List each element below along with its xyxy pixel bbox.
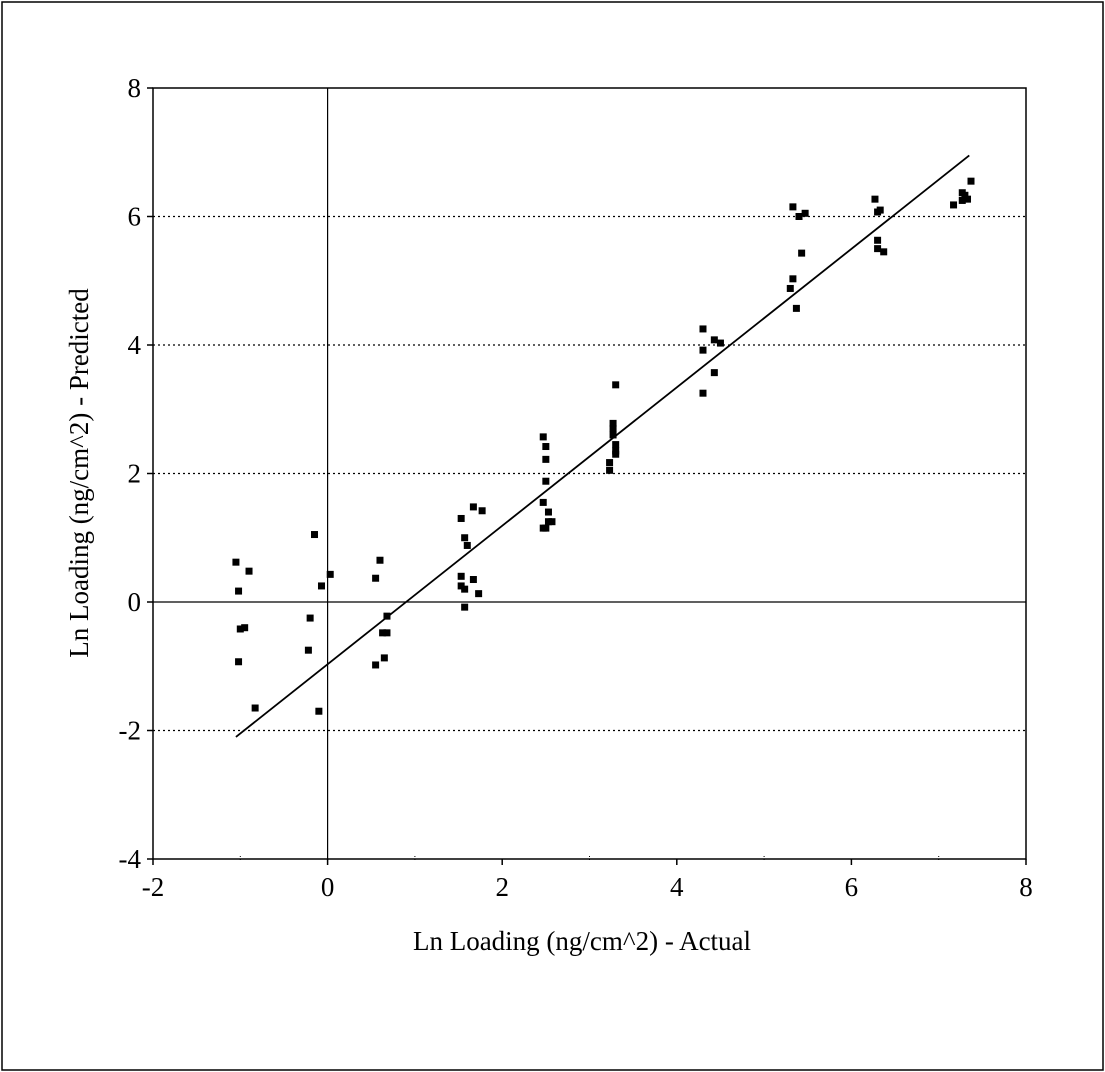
fit-line-group	[235, 154, 970, 738]
data-point	[606, 466, 614, 474]
data-point	[871, 195, 879, 203]
data-point	[241, 624, 249, 632]
data-point	[469, 503, 477, 511]
data-point	[236, 625, 244, 633]
data-point	[372, 574, 380, 582]
y-tick-label: 6	[128, 202, 142, 232]
data-point	[475, 590, 483, 598]
data-point	[967, 177, 975, 185]
x-tick-label: 0	[321, 872, 335, 902]
data-point	[306, 614, 314, 622]
data-point	[315, 707, 323, 715]
data-point	[609, 425, 617, 433]
data-point	[379, 629, 387, 637]
data-point	[383, 612, 391, 620]
data-point	[874, 245, 882, 253]
data-point	[710, 369, 718, 377]
data-point	[463, 541, 471, 549]
data-point	[609, 431, 617, 439]
data-point	[612, 381, 620, 389]
data-point	[716, 339, 724, 347]
data-point	[461, 603, 469, 611]
y-tick-label: 8	[128, 73, 142, 103]
data-point	[710, 336, 718, 344]
y-tick-label: -2	[119, 716, 142, 746]
data-point	[612, 441, 620, 449]
y-tick-label: 0	[128, 587, 142, 617]
data-point	[478, 507, 486, 515]
data-point	[789, 275, 797, 283]
data-point	[792, 304, 800, 312]
x-tick-label: 8	[1019, 872, 1033, 902]
data-point	[609, 419, 617, 427]
data-point	[311, 531, 319, 539]
data-point	[317, 582, 325, 590]
y-tick-label: 2	[128, 459, 142, 489]
ticks	[147, 87, 1027, 865]
y-tick-label: 4	[128, 330, 142, 360]
data-point	[880, 248, 888, 256]
data-point	[383, 629, 391, 637]
data-point	[786, 284, 794, 292]
data-point	[235, 587, 243, 595]
data-point	[958, 196, 966, 204]
data-point	[469, 576, 477, 584]
y-axis-title: Ln Loading (ng/cm^2) - Predicted	[64, 288, 94, 658]
x-tick-label: 2	[495, 872, 509, 902]
data-point	[542, 477, 550, 485]
data-point	[548, 518, 556, 526]
data-point	[950, 201, 958, 209]
data-point	[457, 514, 465, 522]
fit-line	[235, 154, 970, 738]
data-point	[874, 236, 882, 244]
data-point	[699, 325, 707, 333]
data-point	[876, 206, 884, 214]
data-point	[539, 433, 547, 441]
data-point	[457, 572, 465, 580]
data-point	[789, 203, 797, 211]
data-point	[699, 389, 707, 397]
data-point	[961, 191, 969, 199]
data-point	[372, 661, 380, 669]
data-point	[606, 459, 614, 467]
data-point	[304, 646, 312, 654]
reference-axes	[153, 88, 1026, 859]
gridlines	[153, 215, 1026, 732]
data-points	[232, 177, 975, 715]
data-point	[795, 213, 803, 220]
data-point	[235, 658, 243, 666]
data-point	[232, 558, 240, 566]
data-point	[544, 508, 552, 516]
data-point	[539, 498, 547, 506]
x-tick-label: 4	[670, 872, 684, 902]
y-tick-label: -4	[119, 844, 142, 874]
data-point	[612, 450, 620, 458]
x-tick-label: 6	[845, 872, 859, 902]
data-point	[542, 524, 550, 532]
data-point	[542, 455, 550, 463]
data-point	[542, 443, 550, 451]
data-point	[798, 249, 806, 257]
x-axis-title: Ln Loading (ng/cm^2) - Actual	[413, 926, 751, 956]
data-point	[964, 195, 972, 203]
data-point	[251, 704, 259, 712]
data-point	[380, 654, 388, 662]
data-point	[801, 209, 809, 217]
data-point	[461, 534, 469, 542]
data-point	[326, 570, 334, 578]
data-point	[461, 585, 469, 593]
x-tick-label: -2	[142, 872, 165, 902]
data-point	[699, 346, 707, 354]
data-point	[245, 567, 253, 575]
data-point	[376, 556, 384, 564]
